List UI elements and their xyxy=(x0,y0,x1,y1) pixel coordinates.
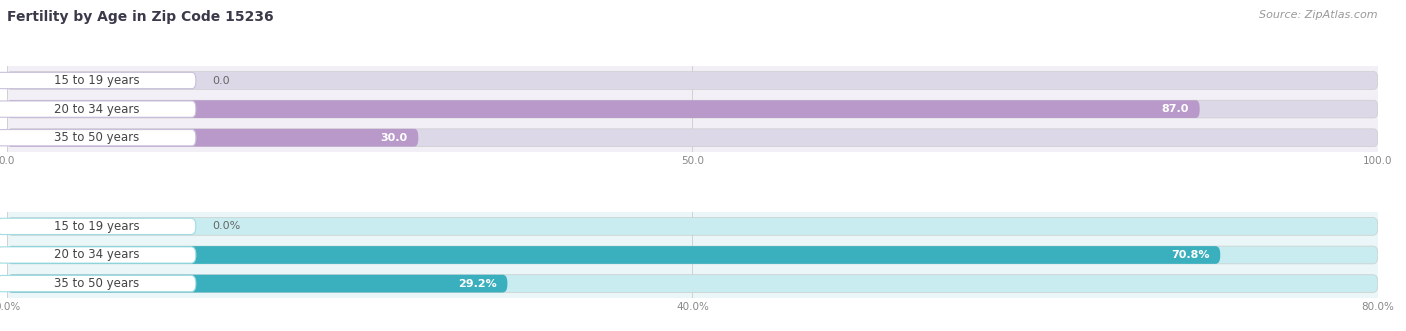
FancyBboxPatch shape xyxy=(7,275,508,293)
Text: 87.0: 87.0 xyxy=(1161,104,1188,114)
Text: Fertility by Age in Zip Code 15236: Fertility by Age in Zip Code 15236 xyxy=(7,10,274,24)
Text: 15 to 19 years: 15 to 19 years xyxy=(53,220,139,233)
Text: 35 to 50 years: 35 to 50 years xyxy=(53,131,139,144)
Text: 0.0%: 0.0% xyxy=(212,221,240,231)
Text: 15 to 19 years: 15 to 19 years xyxy=(53,74,139,87)
Text: 0.0: 0.0 xyxy=(212,75,231,85)
Text: Source: ZipAtlas.com: Source: ZipAtlas.com xyxy=(1260,10,1378,20)
FancyBboxPatch shape xyxy=(7,100,1378,118)
FancyBboxPatch shape xyxy=(7,100,1199,118)
Text: 20 to 34 years: 20 to 34 years xyxy=(53,249,139,261)
FancyBboxPatch shape xyxy=(7,217,1378,235)
Text: 70.8%: 70.8% xyxy=(1171,250,1209,260)
FancyBboxPatch shape xyxy=(0,218,195,235)
FancyBboxPatch shape xyxy=(7,129,1378,147)
FancyBboxPatch shape xyxy=(7,275,1378,293)
FancyBboxPatch shape xyxy=(7,71,1378,89)
FancyBboxPatch shape xyxy=(0,247,195,263)
Text: 29.2%: 29.2% xyxy=(458,279,496,289)
FancyBboxPatch shape xyxy=(7,246,1378,264)
Text: 30.0: 30.0 xyxy=(380,133,408,143)
FancyBboxPatch shape xyxy=(7,246,1220,264)
FancyBboxPatch shape xyxy=(0,129,195,146)
Text: 20 to 34 years: 20 to 34 years xyxy=(53,103,139,116)
Text: 35 to 50 years: 35 to 50 years xyxy=(53,277,139,290)
FancyBboxPatch shape xyxy=(0,275,195,292)
FancyBboxPatch shape xyxy=(7,129,419,147)
FancyBboxPatch shape xyxy=(0,72,195,89)
FancyBboxPatch shape xyxy=(0,101,195,117)
